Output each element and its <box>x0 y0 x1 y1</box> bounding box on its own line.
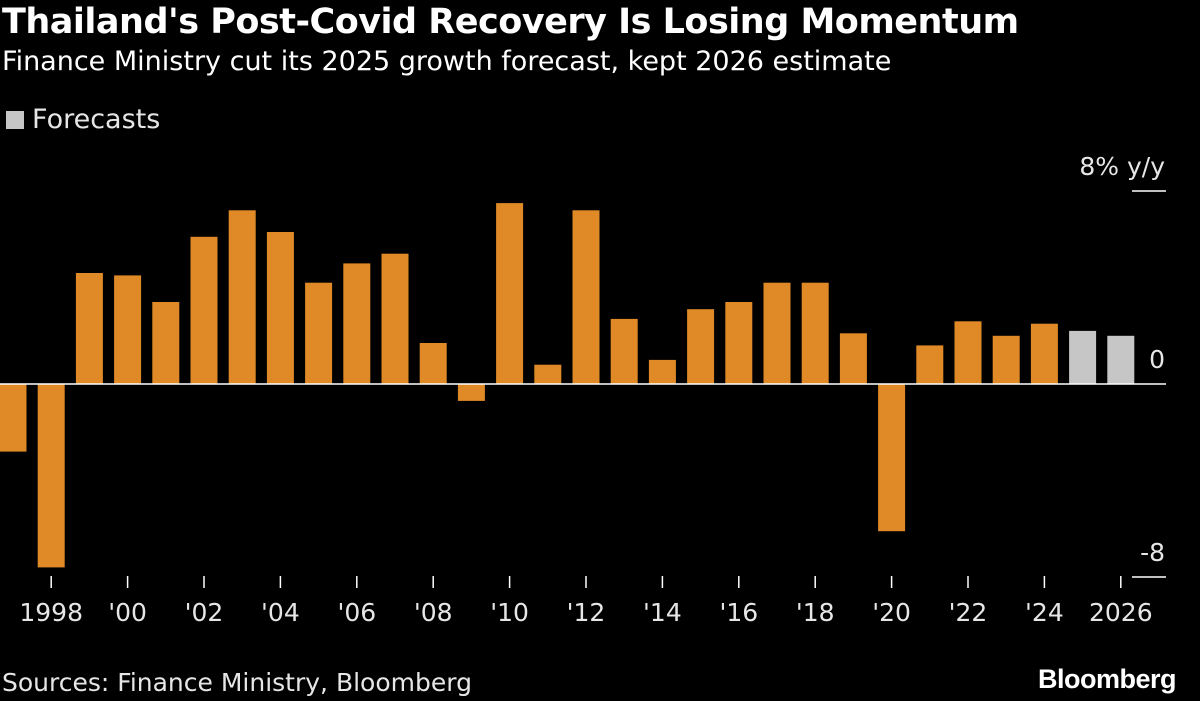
bar-1999 <box>75 273 103 384</box>
x-tick-label-2024: '24 <box>1025 598 1064 627</box>
bar-2021 <box>916 345 944 384</box>
x-tick-label-1998: 1998 <box>19 598 83 627</box>
bar-2005 <box>305 282 333 384</box>
x-tick-label-2016: '16 <box>719 598 758 627</box>
bar-2003 <box>228 210 256 384</box>
forecast-bar-2025 <box>1069 330 1097 384</box>
y-tick-label-0: 0 <box>1149 345 1165 374</box>
bar-2017 <box>763 282 791 384</box>
bar-2024 <box>1030 323 1058 384</box>
y-tick-label--8: -8 <box>1140 538 1165 567</box>
bar-1998 <box>37 384 65 568</box>
bar-2012 <box>572 210 600 384</box>
bar-2019 <box>839 333 867 384</box>
x-tick-label-2008: '08 <box>414 598 453 627</box>
x-tick-label-2020: '20 <box>872 598 911 627</box>
bar-2015 <box>687 309 715 384</box>
x-tick-label-2018: '18 <box>796 598 835 627</box>
bar-2004 <box>266 232 294 384</box>
x-tick-label-2004: '04 <box>261 598 300 627</box>
bar-2008 <box>419 343 447 384</box>
bar-2023 <box>992 335 1020 385</box>
y-tick-label-8: 8% y/y <box>1079 152 1165 181</box>
bar-2018 <box>801 282 829 384</box>
bar-2022 <box>954 321 982 384</box>
legend-swatch-forecasts <box>6 110 24 129</box>
bar-2001 <box>152 302 180 384</box>
bar-2011 <box>534 364 562 384</box>
bloomberg-logo: Bloomberg <box>1037 664 1177 694</box>
legend-label-forecasts: Forecasts <box>32 104 161 135</box>
bar-2002 <box>190 236 218 384</box>
source-note: Sources: Finance Ministry, Bloomberg <box>2 668 472 697</box>
x-tick-label-2026: 2026 <box>1089 598 1153 627</box>
bar-2020 <box>878 384 906 532</box>
x-tick-label-2010: '10 <box>490 598 529 627</box>
bar-2014 <box>648 359 676 384</box>
x-tick-label-2022: '22 <box>949 598 988 627</box>
chart-title: Thailand's Post-Covid Recovery Is Losing… <box>2 2 1019 42</box>
bar-2000 <box>114 275 142 384</box>
bar-2009 <box>457 384 485 401</box>
forecast-bar-2026 <box>1107 335 1135 385</box>
bar-2007 <box>381 253 409 384</box>
bar-2016 <box>725 302 753 384</box>
x-tick-label-2014: '14 <box>643 598 682 627</box>
x-tick-label-2000: '00 <box>108 598 147 627</box>
bar-2013 <box>610 318 638 384</box>
bar-2006 <box>343 263 371 384</box>
x-tick-label-2006: '06 <box>337 598 376 627</box>
bar-2010 <box>496 203 524 384</box>
x-tick-label-2002: '02 <box>185 598 224 627</box>
chart-subtitle: Finance Ministry cut its 2025 growth for… <box>2 46 892 77</box>
x-tick-label-2012: '12 <box>567 598 606 627</box>
bar-1997 <box>0 384 27 452</box>
legend: Forecasts <box>6 104 160 135</box>
